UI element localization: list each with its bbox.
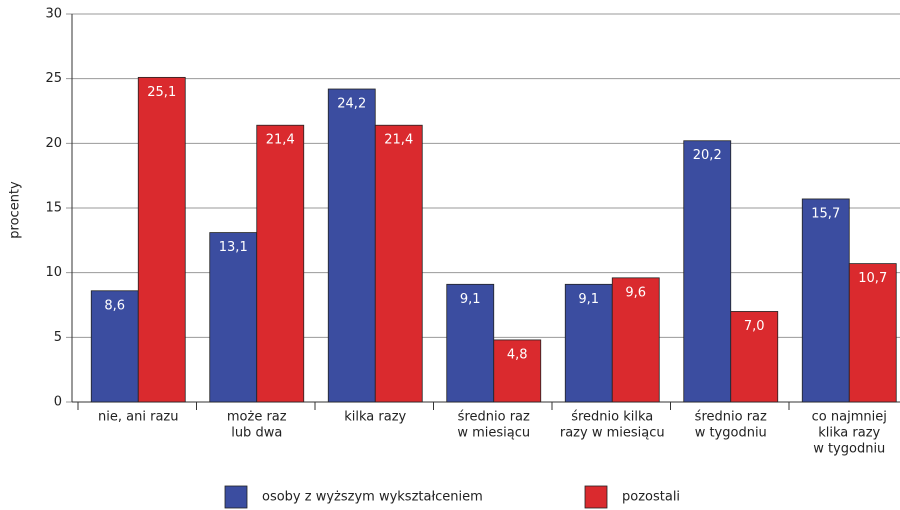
value-label: 21,4 [266,133,295,148]
x-tick-label: może raz [227,410,287,425]
value-label: 24,2 [337,97,366,112]
y-tick-label: 15 [45,201,62,216]
x-tick-label: kilka razy [344,410,406,425]
value-label: 4,8 [507,347,528,362]
y-tick-label: 0 [54,395,62,410]
bar [801,198,850,403]
value-label: 9,1 [578,292,599,307]
legend-label: pozostali [622,490,680,505]
legend-swatch [224,485,248,509]
legend-swatch [584,485,608,509]
bar [446,283,495,403]
bar [374,124,423,403]
y-tick-label: 30 [45,7,62,22]
value-label: 10,7 [858,271,887,286]
bar [493,339,542,403]
x-tick-label: lub dwa [231,426,282,441]
y-tick-label: 10 [45,265,62,280]
x-tick-label: razy w miesiącu [560,426,665,441]
bar [611,277,660,403]
y-tick-label: 25 [45,71,62,86]
x-tick-label: w miesiącu [457,426,530,441]
y-tick-label: 5 [54,330,62,345]
value-label: 21,4 [384,133,413,148]
value-label: 7,0 [744,319,765,334]
x-tick-label: co najmniej [812,410,887,425]
bar [256,124,305,403]
value-label: 20,2 [693,148,722,163]
x-tick-label: nie, ani razu [98,410,178,425]
x-tick-label: w tygodniu [813,442,885,457]
x-tick-label: średnio raz [458,410,530,425]
y-tick-label: 20 [45,136,62,151]
value-label: 25,1 [147,85,176,100]
bar [327,88,376,403]
bar [848,263,897,403]
x-tick-label: średnio raz [695,410,767,425]
bar [209,232,258,403]
x-tick-label: klika razy [818,426,880,441]
x-tick-label: w tygodniu [695,426,767,441]
bar [683,140,732,403]
value-label: 13,1 [219,240,248,255]
legend-label: osoby z wyższym wykształceniem [262,490,483,505]
y-axis-label: procenty [8,181,23,239]
value-label: 15,7 [811,206,840,221]
bar [137,76,186,403]
value-label: 9,6 [625,285,646,300]
x-tick-label: średnio kilka [571,410,653,425]
value-label: 8,6 [104,298,125,313]
bar [730,311,779,403]
value-label: 9,1 [460,292,481,307]
